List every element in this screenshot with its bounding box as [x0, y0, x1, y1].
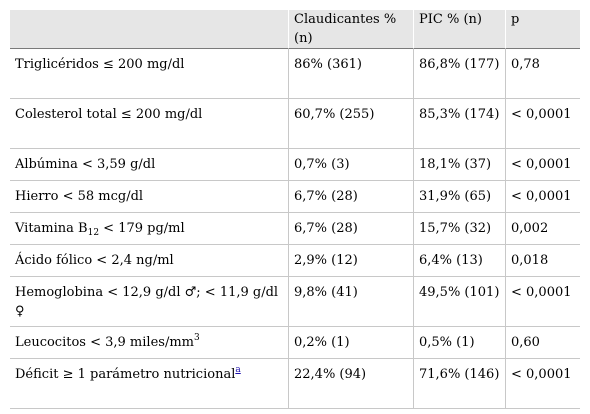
pic-value: 0,5% (1): [413, 327, 505, 359]
table-row: Colesterol total ≤ 200 mg/dl 60,7% (255)…: [10, 99, 580, 149]
p-value: < 0,0001: [505, 359, 580, 409]
p-value: 0,60: [505, 327, 580, 359]
pic-value: 85,3% (174): [413, 99, 505, 149]
row-label: Leucocitos < 3,9 miles/mm3: [10, 327, 288, 359]
claudicantes-value: 6,7% (28): [288, 213, 413, 245]
claudicantes-value: 6,7% (28): [288, 181, 413, 213]
pic-value: 31,9% (65): [413, 181, 505, 213]
table-header-row: Claudicantes % (n) PIC % (n) p: [10, 10, 580, 49]
table-row: Déficit ≥ 1 parámetro nutricionala 22,4%…: [10, 359, 580, 409]
row-label-subscript: 12: [87, 228, 100, 238]
row-label: Hemoglobina < 12,9 g/dl ♂; < 11,9 g/dl ♀: [10, 277, 288, 327]
p-value: < 0,0001: [505, 181, 580, 213]
p-value: < 0,0001: [505, 99, 580, 149]
row-label: Hierro < 58 mcg/dl: [10, 181, 288, 213]
pic-value: 86,8% (177): [413, 49, 505, 99]
claudicantes-value: 2,9% (12): [288, 245, 413, 277]
claudicantes-value: 86% (361): [288, 49, 413, 99]
p-value: 0,78: [505, 49, 580, 99]
p-value: 0,002: [505, 213, 580, 245]
claudicantes-value: 0,7% (3): [288, 149, 413, 181]
p-value: < 0,0001: [505, 277, 580, 327]
pic-value: 6,4% (13): [413, 245, 505, 277]
header-pic: PIC % (n): [413, 10, 505, 49]
table-row: Ácido fólico < 2,4 ng/ml 2,9% (12) 6,4% …: [10, 245, 580, 277]
row-label: Albúmina < 3,59 g/dl: [10, 149, 288, 181]
row-label: Déficit ≥ 1 parámetro nutricionala: [10, 359, 288, 409]
table-row: Hierro < 58 mcg/dl 6,7% (28) 31,9% (65) …: [10, 181, 580, 213]
pic-value: 15,7% (32): [413, 213, 505, 245]
table-row: Hemoglobina < 12,9 g/dl ♂; < 11,9 g/dl ♀…: [10, 277, 580, 327]
row-label-text-end: < 179 pg/ml: [99, 221, 185, 236]
pic-value: 18,1% (37): [413, 149, 505, 181]
p-value: < 0,0001: [505, 149, 580, 181]
table-row: Albúmina < 3,59 g/dl 0,7% (3) 18,1% (37)…: [10, 149, 580, 181]
data-table-container: Claudicantes % (n) PIC % (n) p Triglicér…: [10, 10, 580, 409]
row-label-text: Déficit ≥ 1 parámetro nutricional: [15, 367, 236, 382]
nutritional-parameters-table: Claudicantes % (n) PIC % (n) p Triglicér…: [10, 10, 580, 409]
claudicantes-value: 0,2% (1): [288, 327, 413, 359]
claudicantes-value: 22,4% (94): [288, 359, 413, 409]
row-label: Colesterol total ≤ 200 mg/dl: [10, 99, 288, 149]
row-label: Ácido fólico < 2,4 ng/ml: [10, 245, 288, 277]
row-label-superscript: 3: [193, 333, 200, 343]
table-row: Triglicéridos ≤ 200 mg/dl 86% (361) 86,8…: [10, 49, 580, 99]
pic-value: 49,5% (101): [413, 277, 505, 327]
header-p: p: [505, 10, 580, 49]
header-label: [10, 10, 288, 49]
row-label: Triglicéridos ≤ 200 mg/dl: [10, 49, 288, 99]
row-label-text: Vitamina B: [15, 221, 88, 236]
claudicantes-value: 9,8% (41): [288, 277, 413, 327]
row-label: Vitamina B12 < 179 pg/ml: [10, 213, 288, 245]
header-claudicantes: Claudicantes % (n): [288, 10, 413, 49]
claudicantes-value: 60,7% (255): [288, 99, 413, 149]
p-value: 0,018: [505, 245, 580, 277]
pic-value: 71,6% (146): [413, 359, 505, 409]
table-row: Vitamina B12 < 179 pg/ml 6,7% (28) 15,7%…: [10, 213, 580, 245]
table-row: Leucocitos < 3,9 miles/mm3 0,2% (1) 0,5%…: [10, 327, 580, 359]
row-label-text: Leucocitos < 3,9 miles/mm: [15, 335, 194, 350]
footnote-link[interactable]: a: [235, 365, 241, 375]
